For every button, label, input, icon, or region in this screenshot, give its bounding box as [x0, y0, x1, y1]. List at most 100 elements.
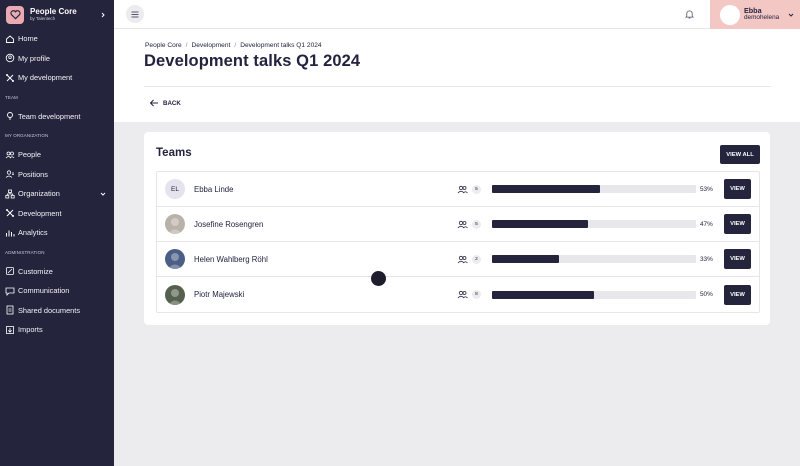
progress-fill: [492, 255, 560, 263]
card-title: Teams: [156, 147, 192, 159]
team-size: 5: [457, 184, 481, 194]
team-member-name: Ebba Linde: [194, 184, 234, 194]
bell-icon[interactable]: [683, 7, 695, 21]
view-button[interactable]: VIEW: [724, 249, 751, 269]
breadcrumb-item[interactable]: Development: [191, 42, 231, 49]
communication-icon: [5, 286, 15, 296]
avatar: [165, 214, 185, 234]
menu-toggle-button[interactable]: [126, 5, 144, 23]
breadcrumb: People Core / Development / Development …: [145, 42, 322, 49]
organization-icon: [5, 189, 15, 199]
people-icon: [457, 220, 468, 228]
progress-percent: 53%: [700, 185, 713, 193]
sidebar-item-development[interactable]: Development: [0, 204, 114, 224]
sidebar-item-label: Organization: [18, 189, 60, 199]
brand-sub: by Talentech: [30, 15, 56, 21]
heart-logo-icon: [6, 5, 24, 24]
sidebar-item-communication[interactable]: Communication: [0, 281, 114, 301]
imports-icon: [5, 325, 15, 335]
chevron-right-icon[interactable]: [98, 10, 108, 20]
analytics-icon: [5, 228, 15, 238]
sidebar-item-team-development[interactable]: Team development: [0, 107, 114, 127]
sidebar-item-my-development[interactable]: My development: [0, 68, 114, 88]
team-development-icon: [5, 111, 15, 121]
table-row: EL Ebba Linde 5 53% VIEW: [157, 172, 759, 207]
back-button[interactable]: BACK: [149, 99, 181, 107]
sidebar-item-shared-documents[interactable]: Shared documents: [0, 301, 114, 321]
sidebar-item-my-profile[interactable]: My profile: [0, 49, 114, 69]
avatar: EL: [165, 179, 185, 199]
customize-icon: [5, 266, 15, 276]
team-list: EL Ebba Linde 5 53% VIEW Josefine Rosengren 5 4…: [156, 171, 760, 313]
sidebar-item-imports[interactable]: Imports: [0, 320, 114, 340]
chevron-down-icon: [788, 12, 794, 18]
view-button[interactable]: VIEW: [724, 284, 751, 305]
page-title: Development talks Q1 2024: [144, 52, 361, 70]
avatar: [165, 284, 185, 305]
sidebar-item-label: My development: [18, 73, 73, 83]
breadcrumb-item[interactable]: People Core: [145, 42, 182, 49]
brand-name: People Core: [30, 6, 77, 16]
team-size: 2: [457, 254, 481, 264]
user-menu[interactable]: Ebba demohelena: [710, 0, 800, 29]
sidebar-item-organization[interactable]: Organization: [0, 184, 114, 204]
sidebar-item-label: People: [18, 150, 42, 160]
sidebar-item-analytics[interactable]: Analytics: [0, 223, 114, 243]
top-bar: Ebba demohelena: [114, 0, 800, 29]
progress-fill: [492, 290, 594, 299]
table-row: Piotr Majewski 8 50% VIEW: [157, 277, 759, 312]
development-icon: [5, 73, 15, 83]
user-handle: demohelena: [744, 13, 780, 21]
documents-icon: [5, 305, 15, 315]
team-member-name: Piotr Majewski: [194, 290, 245, 299]
sidebar-item-label: Team development: [18, 111, 81, 121]
arrow-left-icon: [149, 99, 158, 107]
progress-bar: [492, 255, 696, 263]
sidebar-section-label: TEAM: [5, 94, 18, 100]
breadcrumb-current: Development talks Q1 2024: [240, 42, 322, 49]
sidebar-item-home[interactable]: Home: [0, 29, 114, 49]
table-row: Helen Wahlberg Röhl 2 33% VIEW: [157, 242, 759, 277]
divider: [144, 86, 771, 87]
breadcrumb-separator: /: [185, 42, 188, 49]
view-button[interactable]: VIEW: [724, 214, 751, 234]
progress-percent: 50%: [700, 291, 713, 298]
team-size: 8: [457, 290, 481, 299]
progress-bar: [492, 220, 696, 228]
progress-bar: [492, 290, 696, 299]
chevron-down-icon: [100, 191, 106, 197]
sidebar-item-label: My profile: [18, 53, 51, 63]
sidebar-nav: Home My profile My development TEAM Team dev…: [0, 29, 114, 340]
home-icon: [5, 34, 15, 44]
sidebar-item-customize[interactable]: Customize: [0, 262, 114, 282]
progress-percent: 47%: [700, 220, 713, 228]
sidebar-item-label: Positions: [18, 169, 48, 179]
progress-fill: [492, 220, 588, 228]
page-header: People Core / Development / Development …: [114, 29, 800, 122]
sidebar-item-label: Shared documents: [18, 305, 81, 315]
user-name: Ebba: [744, 6, 762, 16]
hamburger-icon: [131, 11, 139, 17]
team-count-badge: 2: [472, 254, 481, 264]
view-all-button[interactable]: VIEW ALL: [720, 145, 760, 164]
people-icon: [457, 290, 468, 299]
people-icon: [5, 150, 15, 160]
people-icon: [457, 255, 468, 263]
team-count-badge: 8: [472, 290, 481, 299]
sidebar-item-people[interactable]: People: [0, 145, 114, 165]
team-count-badge: 5: [472, 219, 481, 229]
team-member-name: Helen Wahlberg Röhl: [194, 254, 268, 264]
positions-icon: [5, 169, 15, 179]
sidebar-item-label: Imports: [18, 325, 43, 335]
sidebar: People Core by Talentech Home My profile M…: [0, 0, 114, 466]
progress-percent: 33%: [700, 255, 713, 263]
brand[interactable]: People Core by Talentech: [0, 0, 114, 29]
people-icon: [457, 185, 468, 193]
progress-bar: [492, 185, 696, 193]
sidebar-section-label: ADMINISTRATION: [5, 249, 45, 255]
sidebar-item-positions[interactable]: Positions: [0, 165, 114, 185]
view-button[interactable]: VIEW: [724, 179, 751, 199]
profile-icon: [5, 53, 15, 63]
back-label: BACK: [163, 99, 181, 107]
development-icon: [5, 208, 15, 218]
